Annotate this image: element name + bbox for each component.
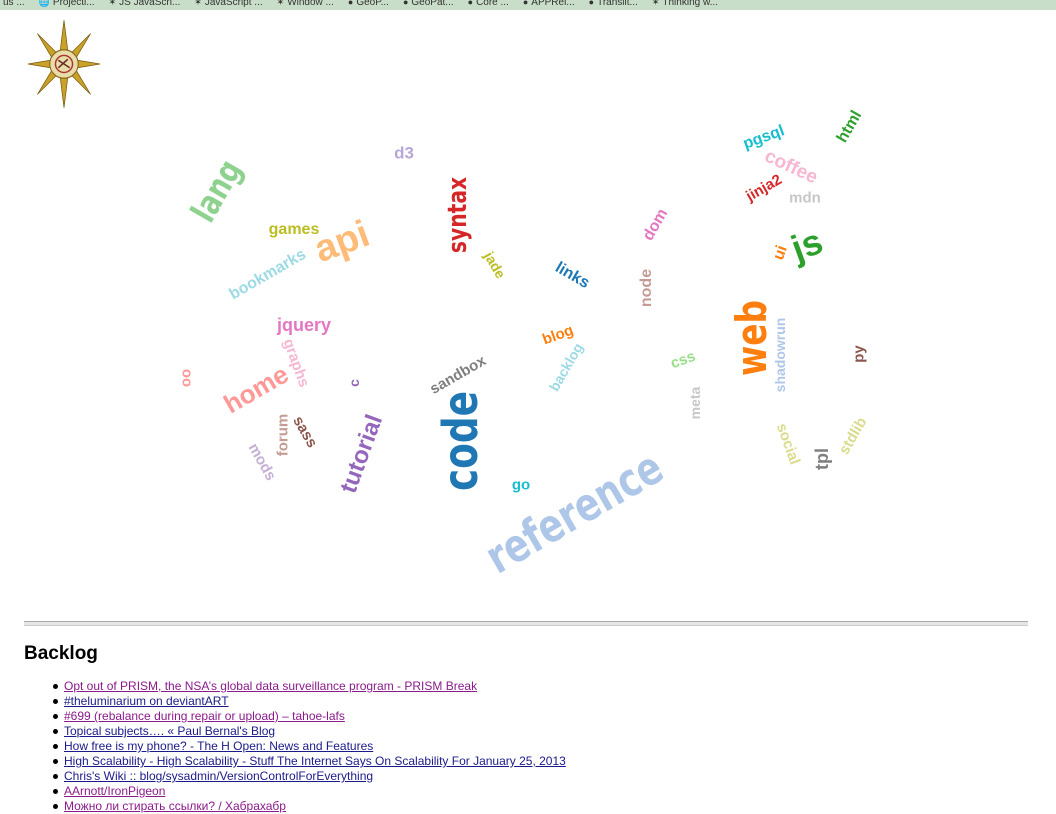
- bookmark-label: GeoPat...: [411, 0, 454, 8]
- tag-syntax[interactable]: syntax: [443, 176, 473, 254]
- logo-emblem: [57, 58, 71, 69]
- tag-oo[interactable]: oo: [178, 368, 196, 388]
- bookmark-favicon-icon: ✶: [108, 0, 117, 7]
- tag-code[interactable]: code: [433, 390, 489, 492]
- backlog-item: Opt out of PRISM, the NSA’s global data …: [53, 679, 566, 694]
- bookmark-label: JavaScript ...: [204, 0, 263, 8]
- tag-html[interactable]: html: [833, 107, 866, 146]
- tag-stdlib[interactable]: stdlib: [835, 414, 871, 458]
- tag-shadowrun[interactable]: shadowrun: [772, 317, 788, 393]
- bookmark-item[interactable]: ● APPRei...: [522, 0, 575, 8]
- backlog-link[interactable]: Chris's Wiki :: blog/sysadmin/VersionCon…: [64, 769, 374, 783]
- tag-dom[interactable]: dom: [639, 205, 672, 244]
- bookmark-label: Projecti...: [52, 0, 95, 8]
- bookmark-item[interactable]: ● GeoP...: [347, 0, 389, 8]
- bookmark-item[interactable]: ● GeoPat...: [402, 0, 454, 8]
- bookmark-label: Window ...: [287, 0, 334, 8]
- bookmark-item[interactable]: ● Translit...: [588, 0, 638, 8]
- bookmark-label: GeoP...: [356, 0, 389, 8]
- tag-js[interactable]: js: [785, 220, 828, 269]
- bookmark-label: Core ...: [476, 0, 509, 8]
- bookmark-favicon-icon: ●: [467, 0, 474, 7]
- bookmark-favicon-icon: ✶: [651, 0, 660, 7]
- tag-jade[interactable]: jade: [481, 248, 509, 282]
- tag-py[interactable]: py: [850, 345, 868, 363]
- backlog-link[interactable]: Можно ли стирать ссылки? / Хабрахабр: [64, 799, 286, 813]
- bookmark-label: Thinking w...: [662, 0, 718, 8]
- tag-bookmarks[interactable]: bookmarks: [226, 245, 309, 304]
- backlog-item: Topical subjects…. « Paul Bernal's Blog: [53, 724, 566, 739]
- backlog-link[interactable]: #theluminarium on deviantART: [64, 694, 229, 708]
- bookmark-favicon-icon: ✶: [194, 0, 202, 7]
- tag-cloud: lang d3 syntax pgsql html coffee jinja2 mdn js ga…: [178, 107, 871, 585]
- backlog-item: #theluminarium on deviantART: [53, 694, 566, 709]
- tag-ui[interactable]: ui: [770, 243, 791, 263]
- backlog-item: Можно ли стирать ссылки? / Хабрахабр: [53, 799, 566, 814]
- tag-d3[interactable]: d3: [394, 143, 414, 163]
- tag-links[interactable]: links: [552, 259, 593, 293]
- bookmark-favicon-icon: ●: [522, 0, 529, 7]
- backlog-item: AArnott/IronPigeon: [53, 784, 566, 799]
- horizontal-rule: [24, 621, 1028, 626]
- tag-forum[interactable]: forum: [274, 413, 292, 457]
- bookmark-label: us ...: [3, 0, 25, 8]
- backlog-link[interactable]: High Scalability - High Scalability - St…: [64, 754, 566, 768]
- tag-go[interactable]: go: [511, 476, 531, 494]
- bookmark-favicon-icon: ●: [347, 0, 354, 7]
- bookmark-item[interactable]: 🌐 Projecti...: [38, 0, 95, 8]
- tag-games[interactable]: games: [268, 221, 320, 238]
- bookmark-item[interactable]: us ...: [0, 0, 25, 8]
- tag-c[interactable]: c: [346, 379, 362, 387]
- tag-sass[interactable]: sass: [289, 413, 321, 451]
- bookmark-favicon-icon: ●: [588, 0, 595, 7]
- tag-backlog[interactable]: backlog: [545, 340, 587, 394]
- bookmark-favicon-icon: ●: [402, 0, 409, 7]
- bookmark-item[interactable]: ✶ Thinking w...: [651, 0, 718, 8]
- backlog-item: #699 (rebalance during repair or upload)…: [53, 709, 566, 724]
- bookmark-label: Translit...: [597, 0, 638, 8]
- backlog-link[interactable]: AArnott/IronPigeon: [64, 784, 166, 798]
- tag-mdn[interactable]: mdn: [789, 189, 821, 207]
- bookmarks-toolbar: us ... 🌐 Projecti... ✶ JS JavaScri... ✶ JavaSc…: [0, 0, 1056, 10]
- bookmark-item[interactable]: ✶ JavaScript ...: [194, 0, 263, 8]
- bookmark-favicon-icon: ✶: [276, 0, 285, 7]
- tag-jinja2[interactable]: jinja2: [743, 171, 785, 205]
- backlog-link[interactable]: #699 (rebalance during repair or upload)…: [64, 709, 345, 723]
- bookmark-favicon-icon: 🌐: [38, 0, 50, 7]
- chaos-star-logo[interactable]: [26, 18, 102, 110]
- bookmark-item[interactable]: ✶ Window ...: [276, 0, 334, 8]
- backlog-list: Opt out of PRISM, the NSA’s global data …: [24, 679, 566, 814]
- backlog-item: High Scalability - High Scalability - St…: [53, 754, 566, 769]
- tag-web[interactable]: web: [727, 300, 776, 376]
- tag-tpl[interactable]: tpl: [812, 448, 832, 470]
- backlog-link[interactable]: Opt out of PRISM, the NSA’s global data …: [64, 679, 478, 693]
- bookmark-item[interactable]: ✶ JS JavaScri...: [108, 0, 181, 8]
- bookmark-item[interactable]: ● Core ...: [467, 0, 509, 8]
- tag-jquery[interactable]: jquery: [276, 315, 332, 335]
- tag-pgsql[interactable]: pgsql: [740, 122, 787, 153]
- logo-ring: [54, 54, 74, 74]
- bookmark-label: JS JavaScri...: [119, 0, 181, 8]
- backlog-item: Chris's Wiki :: blog/sysadmin/VersionCon…: [53, 769, 566, 784]
- tag-css[interactable]: css: [668, 347, 698, 373]
- backlog-heading: Backlog: [24, 643, 98, 664]
- tag-reference[interactable]: reference: [475, 439, 673, 585]
- backlog-link[interactable]: Topical subjects…. « Paul Bernal's Blog: [64, 724, 276, 738]
- tag-meta[interactable]: meta: [687, 386, 703, 420]
- tag-social[interactable]: social: [772, 421, 804, 467]
- bookmark-label: APPRei...: [531, 0, 575, 8]
- tag-home[interactable]: home: [218, 358, 294, 420]
- backlog-item: How free is my phone? - The H Open: News…: [53, 739, 566, 754]
- tag-node[interactable]: node: [638, 268, 655, 308]
- tag-lang[interactable]: lang: [183, 152, 251, 230]
- backlog-link[interactable]: How free is my phone? - The H Open: News…: [64, 739, 374, 753]
- tag-tutorial[interactable]: tutorial: [334, 411, 389, 497]
